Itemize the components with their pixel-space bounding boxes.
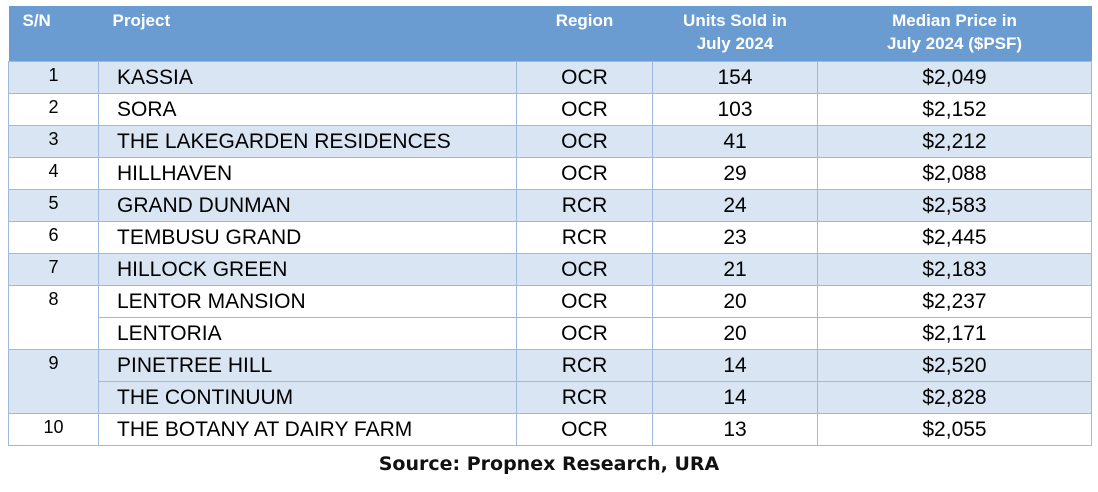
- units-cell: 20: [652, 317, 818, 350]
- region-cell: RCR: [516, 381, 653, 414]
- region-cell: RCR: [516, 221, 653, 254]
- table-row: 3 THE LAKEGARDEN RESIDENCES OCR 41 $2,21…: [8, 125, 1092, 158]
- sn-cell: 2: [8, 93, 99, 126]
- region-cell: OCR: [516, 285, 653, 318]
- table-row: 5 GRAND DUNMAN RCR 24 $2,583: [8, 189, 1092, 222]
- header-units-line1: Units Sold in: [683, 11, 787, 30]
- price-cell: $2,212: [817, 125, 1092, 158]
- header-units: Units Sold in July 2024: [652, 6, 818, 62]
- table-row: 10 THE BOTANY AT DAIRY FARM OCR 13 $2,05…: [8, 413, 1092, 446]
- price-cell: $2,171: [817, 317, 1092, 350]
- project-cell: HILLHAVEN: [98, 157, 517, 190]
- project-cell: HILLOCK GREEN: [98, 253, 517, 286]
- project-cell: THE BOTANY AT DAIRY FARM: [98, 413, 517, 446]
- units-cell: 23: [652, 221, 818, 254]
- region-cell: OCR: [516, 413, 653, 446]
- price-cell: $2,445: [817, 221, 1092, 254]
- region-cell: OCR: [516, 93, 653, 126]
- sn-cell: 7: [8, 253, 99, 286]
- project-cell: SORA: [98, 93, 517, 126]
- table-row: THE CONTINUUM RCR 14 $2,828: [9, 381, 1092, 414]
- region-cell: OCR: [516, 61, 653, 94]
- units-cell: 29: [652, 157, 818, 190]
- table-row: 4 HILLHAVEN OCR 29 $2,088: [8, 157, 1092, 190]
- sn-cell: 8: [8, 285, 99, 350]
- region-cell: RCR: [516, 349, 653, 382]
- header-sn: S/N: [8, 6, 99, 62]
- source-caption: Source: Propnex Research, URA: [378, 453, 720, 475]
- project-cell: LENTOR MANSION: [98, 285, 517, 318]
- price-cell: $2,828: [817, 381, 1092, 414]
- units-cell: 13: [652, 413, 818, 446]
- units-cell: 14: [652, 381, 818, 414]
- sales-table: S/N Project Region Units Sold in July 20…: [8, 6, 1092, 446]
- sn-cell: 5: [8, 189, 99, 222]
- price-cell: $2,520: [817, 349, 1092, 382]
- price-cell: $2,183: [817, 253, 1092, 286]
- project-cell: PINETREE HILL: [98, 349, 517, 382]
- units-cell: 103: [652, 93, 818, 126]
- units-cell: 14: [652, 349, 818, 382]
- table-row: 7 HILLOCK GREEN OCR 21 $2,183: [8, 253, 1092, 286]
- price-cell: $2,583: [817, 189, 1092, 222]
- price-cell: $2,049: [817, 61, 1092, 94]
- price-cell: $2,088: [817, 157, 1092, 190]
- header-project: Project: [98, 6, 517, 62]
- header-price-line1: Median Price in: [892, 11, 1017, 30]
- region-cell: OCR: [516, 253, 653, 286]
- sn-cell: 3: [8, 125, 99, 158]
- units-cell: 41: [652, 125, 818, 158]
- table-row: LENTORIA OCR 20 $2,171: [9, 317, 1092, 350]
- units-cell: 154: [652, 61, 818, 94]
- project-cell: THE LAKEGARDEN RESIDENCES: [98, 125, 517, 158]
- header-units-line2: July 2024: [696, 34, 774, 53]
- project-cell: THE CONTINUUM: [98, 381, 517, 414]
- table-row: 1 KASSIA OCR 154 $2,049: [8, 61, 1092, 94]
- price-cell: $2,152: [817, 93, 1092, 126]
- project-cell: TEMBUSU GRAND: [98, 221, 517, 254]
- units-cell: 24: [652, 189, 818, 222]
- project-cell: KASSIA: [98, 61, 517, 94]
- table-row: 6 TEMBUSU GRAND RCR 23 $2,445: [8, 221, 1092, 254]
- header-row: S/N Project Region Units Sold in July 20…: [8, 6, 1092, 62]
- sn-cell: 9: [8, 349, 99, 414]
- sn-cell: 6: [8, 221, 99, 254]
- region-cell: OCR: [516, 317, 653, 350]
- units-cell: 21: [652, 253, 818, 286]
- project-cell: GRAND DUNMAN: [98, 189, 517, 222]
- units-cell: 20: [652, 285, 818, 318]
- header-price: Median Price in July 2024 ($PSF): [817, 6, 1092, 62]
- header-region: Region: [516, 6, 653, 62]
- price-cell: $2,237: [817, 285, 1092, 318]
- sn-cell: 4: [8, 157, 99, 190]
- region-cell: OCR: [516, 125, 653, 158]
- project-cell: LENTORIA: [98, 317, 517, 350]
- table-row: 9 PINETREE HILL RCR 14 $2,520: [8, 349, 1092, 414]
- header-price-line2: July 2024 ($PSF): [886, 34, 1023, 53]
- region-cell: RCR: [516, 189, 653, 222]
- price-cell: $2,055: [817, 413, 1092, 446]
- sn-cell: 10: [8, 413, 99, 446]
- region-cell: OCR: [516, 157, 653, 190]
- sn-cell: 1: [8, 61, 99, 94]
- table-row: 2 SORA OCR 103 $2,152: [8, 93, 1092, 126]
- table-row: 8 LENTOR MANSION OCR 20 $2,237: [8, 285, 1092, 350]
